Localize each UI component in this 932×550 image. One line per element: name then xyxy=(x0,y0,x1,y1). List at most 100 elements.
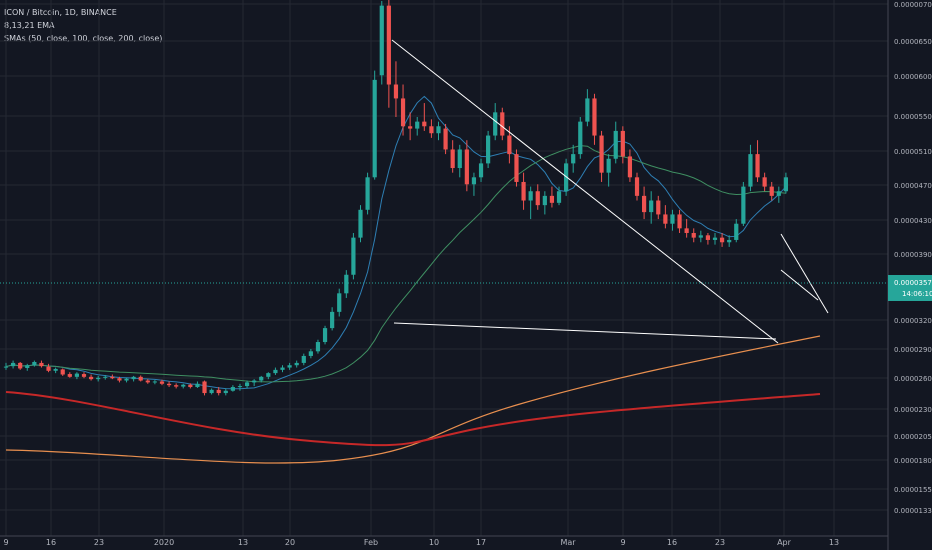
candle-body xyxy=(209,389,214,394)
candle-body xyxy=(337,293,342,312)
candle-body xyxy=(252,380,257,383)
candle-body xyxy=(705,235,711,240)
candle-body xyxy=(301,355,306,363)
candle xyxy=(748,144,753,192)
candle xyxy=(351,232,356,280)
candle-body xyxy=(571,154,576,164)
candle xyxy=(18,361,23,370)
candle xyxy=(698,230,703,243)
candle xyxy=(684,219,689,238)
candle xyxy=(244,380,250,389)
candle xyxy=(273,367,278,375)
candle xyxy=(400,84,406,136)
candle xyxy=(372,70,377,180)
candle-body xyxy=(53,368,58,371)
candle xyxy=(514,149,519,187)
candle-body xyxy=(734,223,739,240)
candle xyxy=(762,172,767,192)
time-tick-label: 17 xyxy=(476,538,486,547)
candle-body xyxy=(273,369,278,374)
descending-trendline xyxy=(391,39,779,344)
time-tick-label: Apr xyxy=(777,538,792,547)
candle xyxy=(691,228,696,243)
candle xyxy=(152,380,157,385)
candle-body xyxy=(542,195,547,206)
candle-body xyxy=(727,239,732,243)
candle-body xyxy=(308,351,313,356)
candle xyxy=(592,93,597,145)
candle-body xyxy=(32,361,37,366)
candle xyxy=(606,154,611,187)
candle xyxy=(571,144,576,173)
candle xyxy=(96,375,101,382)
candle-body xyxy=(244,382,250,387)
candle-body xyxy=(230,387,235,391)
candle-body xyxy=(88,376,94,380)
candle xyxy=(287,362,292,370)
time-tick-label: 23 xyxy=(715,538,725,547)
candle-body xyxy=(464,149,469,185)
candle-body xyxy=(606,158,611,173)
candle xyxy=(159,379,165,386)
candle-body xyxy=(528,191,533,201)
candle xyxy=(237,383,243,391)
candle-body xyxy=(564,163,569,192)
candle xyxy=(124,377,129,383)
candle-body xyxy=(656,200,661,215)
candle-body xyxy=(25,365,30,369)
candle xyxy=(195,381,200,388)
candle-body xyxy=(613,130,618,159)
candle xyxy=(564,158,569,196)
wedge-lower-line xyxy=(780,269,819,301)
candle xyxy=(181,383,186,389)
candle-body xyxy=(74,373,79,377)
time-tick-label: 13 xyxy=(829,538,839,547)
candle xyxy=(81,372,87,379)
candle xyxy=(216,387,221,396)
candle-body xyxy=(691,232,696,238)
candle-body xyxy=(266,373,271,377)
candle xyxy=(670,209,675,231)
candle xyxy=(67,372,72,378)
candle xyxy=(656,195,661,220)
candle-body xyxy=(280,367,285,370)
candle xyxy=(230,385,235,392)
candle-body xyxy=(549,195,555,203)
candle xyxy=(131,375,136,382)
time-tick-label: 20 xyxy=(285,538,295,547)
support-trendline xyxy=(393,322,777,340)
candle-body xyxy=(110,376,115,379)
candle-body xyxy=(677,214,682,229)
candle-body xyxy=(712,237,718,240)
candle-body xyxy=(344,274,349,294)
candle xyxy=(620,126,625,164)
candle-body xyxy=(46,366,51,371)
candle xyxy=(634,172,640,201)
candle xyxy=(741,181,746,227)
candle xyxy=(337,288,342,317)
candle xyxy=(663,205,668,229)
candle xyxy=(486,130,491,169)
candle xyxy=(60,368,65,376)
candle xyxy=(443,123,448,155)
candle-body xyxy=(769,186,774,196)
candle xyxy=(358,205,363,243)
candle-body xyxy=(684,228,689,233)
candle xyxy=(393,61,399,117)
candle-body xyxy=(294,362,299,366)
candle-body xyxy=(67,374,72,377)
countdown-label: 14:06:10 xyxy=(902,290,932,298)
time-tick-label: 23 xyxy=(94,538,104,547)
candle xyxy=(642,186,647,220)
candle-body xyxy=(138,376,143,381)
candle-body xyxy=(124,378,129,381)
